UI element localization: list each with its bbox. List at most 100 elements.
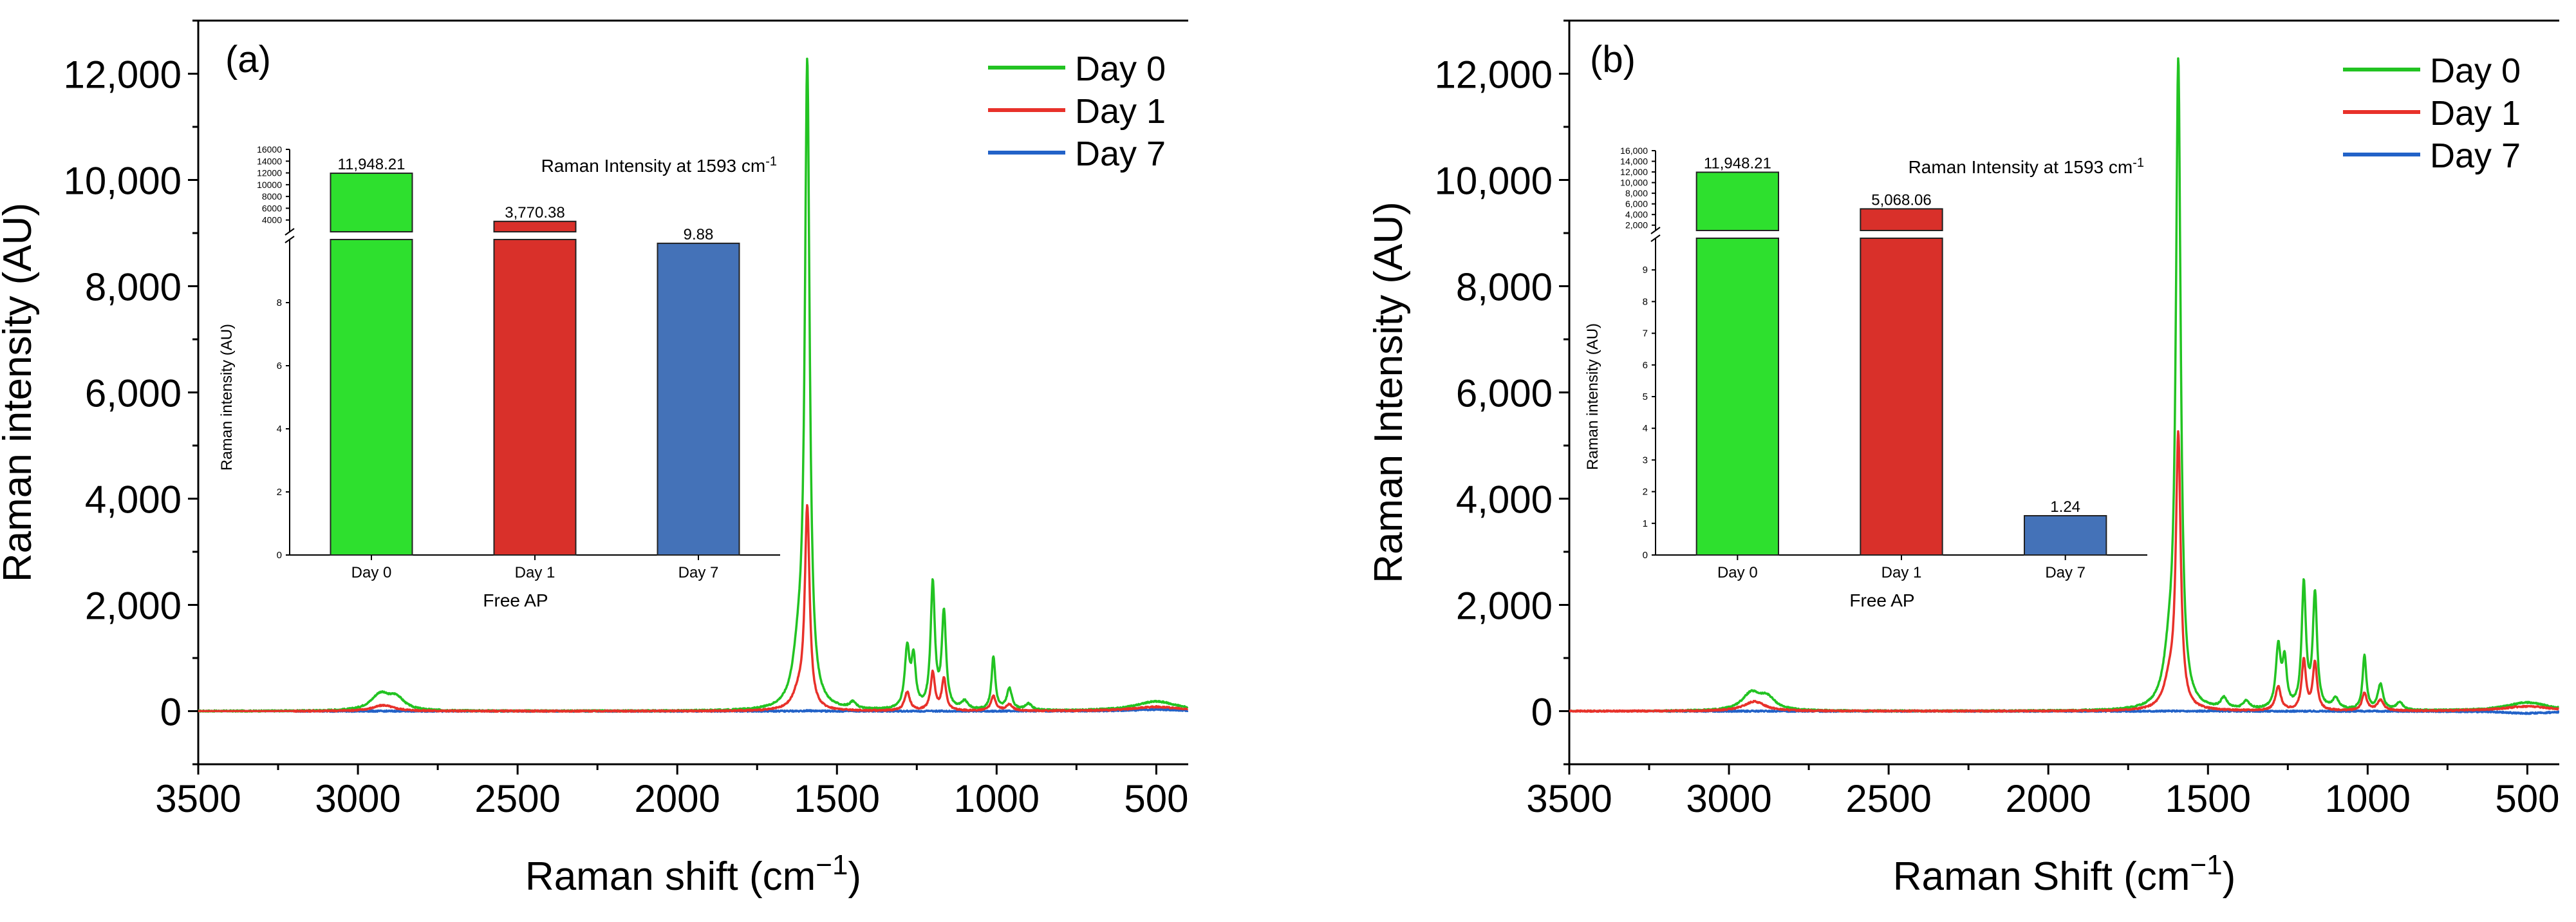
x-tick-label: 3500: [1526, 777, 1612, 820]
inset-y-tick-label: 10000: [257, 180, 282, 190]
inset-y-tick-label: 2,000: [1625, 220, 1648, 230]
inset-x-tick-label: Day 1: [1881, 564, 1922, 581]
inset-y-tick-label: 10,000: [1620, 178, 1648, 188]
y-tick-label: 10,000: [1434, 160, 1553, 203]
inset-y-tick-label: 14,000: [1620, 156, 1648, 167]
inset-title: Raman Intensity at 1593 cm-1: [541, 155, 777, 176]
axis-break-mark: [1650, 227, 1661, 234]
legend-label: Day 0: [2430, 52, 2521, 90]
inset-y-tick-label: 4,000: [1625, 209, 1648, 220]
inset-bar-day-0-lower: [330, 239, 413, 556]
inset-y-tick-label: 4: [277, 424, 282, 435]
x-tick-label: 500: [2495, 777, 2559, 820]
inset-bar-value-label: 1.24: [2050, 498, 2080, 516]
legend-label: Day 7: [1075, 135, 1166, 173]
legend-label: Day 0: [1075, 50, 1166, 88]
inset-y-tick-label: 6000: [262, 203, 282, 213]
y-tick-label: 8,000: [1456, 266, 1553, 309]
inset-y-tick-label: 8: [277, 297, 282, 308]
inset-bar-day-1-upper: [1860, 208, 1943, 231]
inset-x-tick-label: Day 0: [351, 564, 392, 581]
inset-bar-day-7: [2024, 514, 2107, 556]
inset-y-tick-label: 8,000: [1625, 188, 1648, 198]
inset-bar-day-0-upper: [330, 173, 413, 232]
inset-y-axis-label: Raman intensity (AU): [1584, 323, 1601, 470]
legend-label: Day 7: [2430, 136, 2521, 175]
y-tick-label: 6,000: [1456, 372, 1553, 415]
inset-x-axis-label: Free AP: [1849, 590, 1914, 610]
inset-y-tick-label: 12,000: [1620, 167, 1648, 177]
inset-x-axis-label: Free AP: [483, 590, 548, 610]
inset-y-tick-label: 8000: [262, 191, 282, 202]
x-tick-label: 2500: [474, 777, 560, 820]
inset-bar-day-0-upper: [1695, 171, 1780, 232]
y-tick-label: 2,000: [1456, 585, 1553, 628]
x-tick-label: 2000: [2005, 777, 2091, 820]
inset-y-tick-label: 0: [1643, 550, 1648, 561]
inset-bar-day-1-upper: [493, 220, 577, 232]
inset-y-tick-label: 16,000: [1620, 146, 1648, 156]
y-tick-label: 0: [1531, 691, 1553, 734]
legend-label: Day 1: [1075, 92, 1166, 131]
inset-y-tick-label: 4000: [262, 215, 282, 225]
inset-y-tick-label: 12000: [257, 168, 282, 178]
inset-x-tick-label: Day 0: [1717, 564, 1758, 581]
inset-bar-value-label: 9.88: [684, 226, 714, 243]
x-tick-label: 2000: [634, 777, 720, 820]
panel-label: (a): [225, 39, 271, 80]
x-tick-label: 1500: [794, 777, 880, 820]
inset-x-tick-label: Day 7: [678, 564, 719, 581]
inset-x-tick-label: Day 1: [515, 564, 555, 581]
y-axis-label: Raman intensity (AU): [0, 203, 40, 582]
inset-y-tick-label: 8: [1643, 296, 1648, 307]
inset-y-tick-label: 2: [277, 487, 282, 498]
y-tick-label: 12,000: [63, 53, 182, 97]
y-tick-label: 10,000: [63, 160, 182, 203]
x-tick-label: 1500: [2165, 777, 2251, 820]
inset-bar-value-label: 11,948.21: [1704, 155, 1771, 172]
x-tick-label: 1000: [954, 777, 1040, 820]
inset-y-tick-label: 14000: [257, 156, 282, 166]
x-tick-label: 3000: [315, 777, 400, 820]
y-tick-label: 0: [160, 691, 182, 734]
inset-bar-day-1-lower: [493, 239, 577, 556]
inset-bar-value-label: 11,948.21: [338, 156, 406, 173]
inset-bar-day-0-lower: [1695, 238, 1780, 556]
chart-panel-a: 0 2,000 4,000 6,000 8,000 10,000 12,000 3500 300…: [0, 19, 1188, 899]
series-line-day-1: [1569, 430, 2559, 713]
inset-y-tick-label: 6: [1643, 360, 1648, 371]
inset-y-tick-label: 2: [1643, 487, 1648, 498]
x-tick-label: 3000: [1686, 777, 1771, 820]
inset-y-tick-label: 1: [1643, 518, 1648, 529]
y-tick-label: 4,000: [1456, 478, 1553, 522]
x-tick-label: 3500: [155, 777, 241, 820]
y-tick-label: 8,000: [85, 266, 182, 309]
inset-bar-chart: 0 1 2 3 4 5 6 7 8 9 2,0004,0006,0008,00010,00012,0…: [1584, 146, 2147, 610]
y-tick-label: 2,000: [85, 585, 182, 628]
inset-bar-value-label: 3,770.38: [505, 204, 565, 221]
inset-x-tick-label: Day 7: [2045, 564, 2086, 581]
inset-bar-day-1-lower: [1860, 238, 1943, 556]
x-tick-label: 2500: [1845, 777, 1931, 820]
inset-y-tick-label: 5: [1643, 391, 1648, 402]
y-tick-label: 12,000: [1434, 53, 1553, 97]
x-axis-label: Raman shift (cm−1): [525, 849, 861, 899]
inset-y-tick-label: 0: [277, 550, 282, 561]
legend-label: Day 1: [2430, 94, 2521, 133]
x-axis-label: Raman Shift (cm−1): [1893, 849, 2236, 899]
inset-y-tick-label: 4: [1643, 423, 1648, 434]
inset-y-axis-label: Raman intensity (AU): [218, 324, 236, 471]
inset-y-tick-label: 3: [1643, 455, 1648, 466]
inset-bar-day-7: [657, 242, 740, 556]
inset-y-tick-label: 6: [277, 361, 282, 372]
inset-y-tick-label: 16000: [257, 144, 282, 155]
axis-break-mark: [285, 228, 295, 236]
y-axis-label: Raman Intensity (AU): [1367, 202, 1411, 583]
axis-break-mark: [1650, 234, 1661, 242]
y-tick-label: 6,000: [85, 372, 182, 415]
inset-bar-value-label: 5,068.06: [1871, 191, 1931, 209]
inset-title: Raman Intensity at 1593 cm-1: [1909, 156, 2144, 177]
x-tick-label: 1000: [2325, 777, 2411, 820]
